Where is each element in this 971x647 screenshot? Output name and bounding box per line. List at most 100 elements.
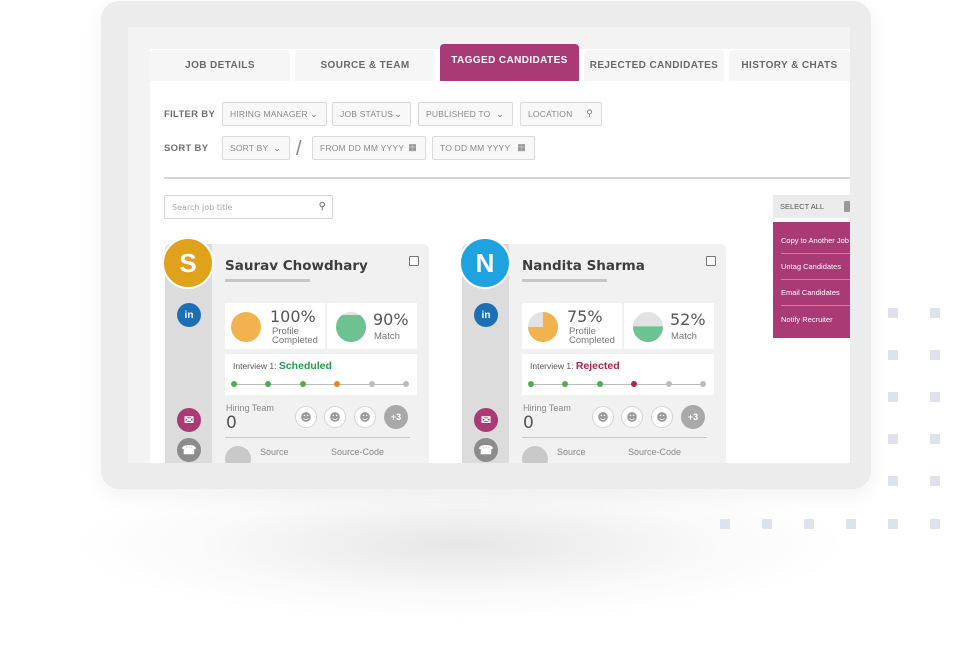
completed-label: Completed [569, 335, 615, 346]
decorative-dot [888, 308, 898, 318]
source-code-label: Source-Code [628, 447, 682, 457]
action-email-candidates[interactable]: Email Candidates [781, 280, 850, 306]
decorative-dot [930, 519, 940, 529]
card-divider [225, 437, 410, 438]
email-icon[interactable]: ✉ [474, 408, 498, 432]
person-icon[interactable]: ☻ [324, 406, 346, 428]
section-divider [164, 177, 850, 179]
linkedin-icon[interactable]: in [177, 303, 201, 327]
person-icon[interactable]: ☻ [354, 406, 376, 428]
decorative-dot [888, 519, 898, 529]
bulk-actions-menu: Copy to Another Job Untag Candidates Ema… [773, 222, 850, 338]
match-gauge [633, 312, 663, 342]
match-stat: 90% Match [327, 303, 417, 349]
person-icon[interactable]: ☻ [621, 406, 643, 428]
pie-chart [231, 312, 261, 342]
from-date-placeholder: FROM DD MM YYYY [320, 143, 405, 153]
phone-icon[interactable]: ☎ [177, 438, 201, 462]
decorative-dot [930, 308, 940, 318]
source-label: Source [260, 447, 289, 457]
candidate-avatar[interactable]: S [162, 237, 214, 289]
interview-label: Interview 1: Rejected [530, 360, 620, 372]
interview-status: Rejected [575, 360, 620, 372]
person-icon[interactable]: ☻ [592, 406, 614, 428]
background-shadow [80, 470, 840, 620]
select-all-checkbox[interactable] [844, 201, 850, 212]
decorative-dot [888, 350, 898, 360]
tab-rejected-candidates[interactable]: REJECTED CANDIDATES [584, 50, 724, 81]
match-label: Match [374, 331, 400, 342]
interview-step [403, 381, 409, 387]
source-label: Source [557, 447, 586, 457]
tab-history-chats[interactable]: HISTORY & CHATS [729, 50, 850, 81]
person-icon[interactable]: ☻ [295, 406, 317, 428]
person-icon[interactable]: ☻ [651, 406, 673, 428]
select-candidate-checkbox[interactable] [706, 256, 716, 266]
decorative-dot [930, 392, 940, 402]
job-status-label: JOB STATUS [340, 109, 394, 119]
to-date-placeholder: TO DD MM YYYY [440, 143, 511, 153]
job-search-input[interactable]: Search job title ⚲ [164, 195, 333, 219]
email-icon[interactable]: ✉ [177, 408, 201, 432]
decorative-dot [720, 519, 730, 529]
more-members-button[interactable]: +3 [384, 405, 408, 429]
interview-step [368, 381, 375, 387]
candidate-card[interactable]: Saurav Chowdhary in ✉ ☎ 100% Profile Com… [165, 244, 429, 463]
name-underline [522, 279, 607, 282]
location-input[interactable]: LOCATION ⚲ [520, 102, 602, 126]
interview-step [265, 381, 272, 387]
match-percent: 90% [373, 310, 409, 329]
job-status-dropdown[interactable]: JOB STATUS ⌄ [332, 102, 411, 126]
action-untag-candidates[interactable]: Untag Candidates [781, 254, 850, 280]
from-date-input[interactable]: FROM DD MM YYYY ▦ [312, 136, 426, 160]
hiring-team-label: Hiring Team [523, 403, 571, 413]
interview-step [665, 381, 672, 387]
search-icon: ⚲ [586, 108, 593, 118]
tab-source-team[interactable]: SOURCE & TEAM [295, 50, 435, 81]
hiring-manager-label: HIRING MANAGER [230, 109, 308, 119]
decorative-dot [888, 434, 898, 444]
linkedin-icon[interactable]: in [474, 303, 498, 327]
chevron-down-icon: ⌄ [273, 143, 281, 153]
interview-round: Interview 1: [233, 361, 277, 371]
candidate-avatar[interactable]: N [459, 237, 511, 289]
decorative-dot [888, 476, 898, 486]
select-candidate-checkbox[interactable] [409, 256, 419, 266]
interview-label: Interview 1: Scheduled [233, 360, 332, 372]
sort-by-dropdown[interactable]: SORT BY ⌄ [222, 136, 290, 160]
decorative-dot [930, 476, 940, 486]
separator-slash: / [296, 138, 302, 160]
hiring-team-count: 0 [226, 413, 237, 433]
interview-step [562, 381, 569, 387]
match-percent: 52% [670, 310, 706, 329]
match-gauge [336, 312, 366, 342]
interview-status-panel: Interview 1: Scheduled [225, 354, 417, 395]
tab-tagged-candidates[interactable]: TAGGED CANDIDATES [440, 44, 579, 81]
interview-step [631, 381, 638, 387]
hiring-manager-dropdown[interactable]: HIRING MANAGER ⌄ [222, 102, 327, 126]
profile-completion-stat: 75% Profile Completed [522, 303, 622, 349]
completed-label: Completed [272, 335, 318, 346]
hiring-team-label: Hiring Team [226, 403, 274, 413]
select-all-control[interactable]: SELECT ALL [773, 195, 850, 218]
tab-job-details[interactable]: JOB DETAILS [150, 50, 290, 81]
interview-step [299, 381, 306, 387]
action-copy-to-another-job[interactable]: Copy to Another Job [781, 228, 850, 254]
interview-step [596, 381, 603, 387]
interview-progress-track [528, 381, 706, 387]
sort-by-value: SORT BY [230, 143, 269, 153]
interview-step [528, 381, 534, 387]
phone-icon[interactable]: ☎ [474, 438, 498, 462]
action-notify-recruiter[interactable]: Notify Recruiter [781, 314, 833, 324]
more-members-button[interactable]: +3 [681, 405, 705, 429]
profile-percent: 100% [270, 307, 316, 326]
decorative-dot [846, 519, 856, 529]
select-all-label: SELECT ALL [780, 202, 825, 211]
pie-chart [528, 312, 558, 342]
interview-round: Interview 1: [530, 361, 574, 371]
match-stat: 52% Match [624, 303, 714, 349]
published-to-dropdown[interactable]: PUBLISHED TO ⌄ [418, 102, 513, 126]
to-date-input[interactable]: TO DD MM YYYY ▦ [432, 136, 535, 160]
interview-status: Scheduled [278, 360, 332, 372]
decorative-dot [930, 434, 940, 444]
